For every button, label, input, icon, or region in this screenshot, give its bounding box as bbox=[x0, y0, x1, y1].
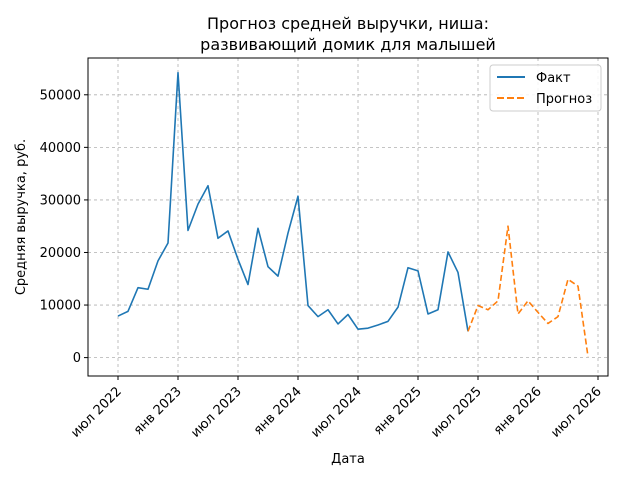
y-tick-label: 20000 bbox=[40, 246, 81, 261]
y-tick-label: 10000 bbox=[40, 299, 81, 314]
y-axis-label: Средняя выручка, руб. bbox=[14, 139, 29, 295]
x-tick-label: янв 2026 bbox=[491, 384, 545, 438]
y-tick-label: 30000 bbox=[40, 193, 81, 208]
legend-label-forecast: Прогноз bbox=[536, 92, 592, 107]
x-tick-label: янв 2024 bbox=[251, 384, 305, 438]
x-axis-label: Дата bbox=[331, 452, 365, 467]
series-line-forecast bbox=[467, 225, 589, 357]
chart-title-line1: Прогноз средней выручки, ниша: bbox=[207, 14, 489, 33]
chart-title-line2: развивающий домик для малышей bbox=[200, 35, 496, 54]
grid bbox=[88, 58, 608, 376]
y-tick-label: 0 bbox=[73, 351, 81, 366]
series-layer bbox=[117, 71, 589, 357]
x-tick-label: июл 2026 bbox=[548, 384, 605, 441]
series-line-fact bbox=[117, 71, 469, 332]
x-axis: июл 2022 янв 2023 июл 2023 янв 2024 июл 2024… bbox=[68, 376, 605, 441]
legend: Факт Прогноз bbox=[489, 64, 602, 112]
y-tick-label: 40000 bbox=[40, 141, 81, 156]
x-tick-label: июл 2023 bbox=[188, 384, 245, 441]
x-tick-label: июл 2024 bbox=[308, 384, 365, 441]
x-tick-label: янв 2025 bbox=[371, 384, 425, 438]
y-axis: 0 10000 20000 30000 40000 50000 bbox=[40, 88, 88, 366]
y-tick-label: 50000 bbox=[40, 88, 81, 103]
plot-area bbox=[87, 57, 609, 377]
legend-label-fact: Факт bbox=[536, 71, 571, 86]
x-tick-label: июл 2025 bbox=[428, 384, 485, 441]
x-tick-label: янв 2023 bbox=[131, 384, 185, 438]
x-tick-label: июл 2022 bbox=[68, 384, 125, 441]
